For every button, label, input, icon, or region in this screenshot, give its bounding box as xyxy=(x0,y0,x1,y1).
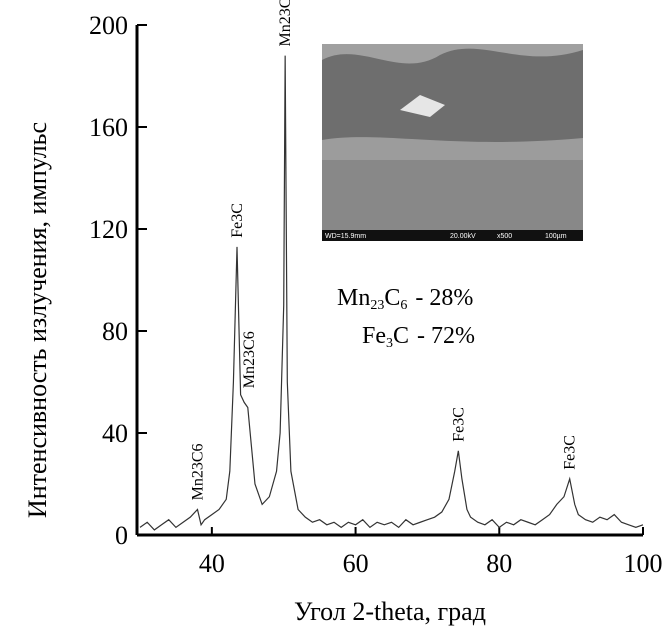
caption: WD=15.9mm xyxy=(325,233,366,240)
peak-label: Fe3C xyxy=(450,407,467,442)
x-axis-title: Угол 2-theta, град xyxy=(294,597,486,626)
caption: x500 xyxy=(497,233,512,240)
subscript: 6 xyxy=(400,298,407,313)
peak-label: Mn23C6 xyxy=(241,331,258,388)
y-tick-label: 200 xyxy=(89,11,128,40)
subscript: 23 xyxy=(370,298,384,313)
percent: - 72% xyxy=(417,323,475,349)
formula: Fe xyxy=(362,323,386,349)
peak-label: Fe3C xyxy=(229,203,246,238)
caption: 20.00kV xyxy=(450,233,476,240)
percent: - 28% xyxy=(415,285,473,311)
y-axis-title: Интенсивность излучения, импульс xyxy=(23,122,52,518)
x-tick-label: 80 xyxy=(486,549,512,578)
y-tick-label: 40 xyxy=(102,419,128,448)
peak-label: Mn23C6 xyxy=(277,0,294,47)
caption: 100µm xyxy=(545,233,567,240)
composition: Mn23C6 - 28% xyxy=(337,285,473,313)
x-tick-label: 100 xyxy=(624,549,663,578)
formula: C xyxy=(393,323,409,349)
formula: C xyxy=(384,285,400,311)
x-tick-label: 60 xyxy=(343,549,369,578)
peak-label: Mn23C6 xyxy=(189,443,206,500)
data-line xyxy=(139,55,644,531)
peak-label: Fe3C xyxy=(562,435,579,470)
y-tick-label: 160 xyxy=(89,113,128,142)
micrograph: WD=15.9mm 20.00kV x500 100µm xyxy=(322,44,583,241)
y-tick-label: 120 xyxy=(89,215,128,244)
y-tick-label: 0 xyxy=(115,521,128,550)
composition: Fe3C - 72% xyxy=(362,323,475,351)
formula: Mn xyxy=(337,285,370,311)
x-tick-label: 40 xyxy=(199,549,225,578)
y-tick-label: 80 xyxy=(102,317,128,346)
subscript: 3 xyxy=(386,336,393,351)
